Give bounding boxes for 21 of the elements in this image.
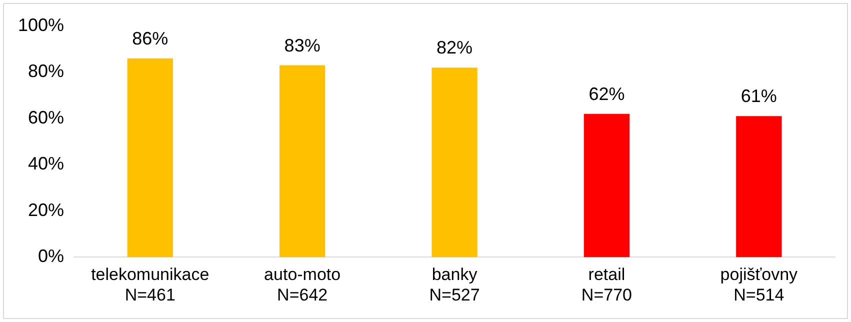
bar [127, 58, 173, 258]
data-label: 61% [740, 86, 777, 106]
data-label: 86% [132, 28, 168, 48]
data-label: 62% [588, 84, 625, 104]
x-tick-label: auto-moto N=642 [264, 265, 341, 304]
data-label: 83% [284, 35, 320, 56]
bar [736, 116, 782, 258]
y-tick-label: 20% [28, 200, 64, 220]
y-tick-label: 60% [28, 107, 64, 128]
y-tick-label: 100% [18, 14, 64, 35]
bar [584, 114, 630, 258]
y-tick-label: 40% [28, 154, 64, 174]
x-tick-label: banky N=527 [429, 265, 480, 304]
bar [279, 65, 326, 258]
y-tick-label: 80% [28, 61, 64, 82]
y-tick-label: 0% [38, 246, 64, 266]
bar [432, 68, 478, 258]
x-tick-label: retail N=770 [581, 265, 632, 304]
x-tick-label: pojišťovny N=514 [720, 265, 798, 304]
data-label: 82% [436, 38, 473, 58]
x-tick-label: telekomunikace N=461 [91, 265, 210, 304]
